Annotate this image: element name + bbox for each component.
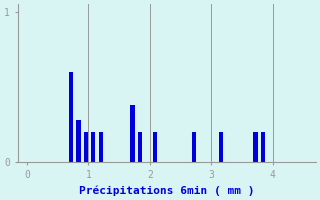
Bar — [192, 132, 196, 162]
Bar — [69, 72, 73, 162]
Bar — [138, 132, 142, 162]
X-axis label: Précipitations 6min ( mm ): Précipitations 6min ( mm ) — [79, 185, 254, 196]
Bar — [219, 132, 223, 162]
Bar — [153, 132, 157, 162]
Bar — [131, 105, 135, 162]
Bar — [261, 132, 265, 162]
Bar — [76, 120, 81, 162]
Bar — [91, 132, 95, 162]
Bar — [253, 132, 258, 162]
Bar — [84, 132, 88, 162]
Bar — [99, 132, 103, 162]
